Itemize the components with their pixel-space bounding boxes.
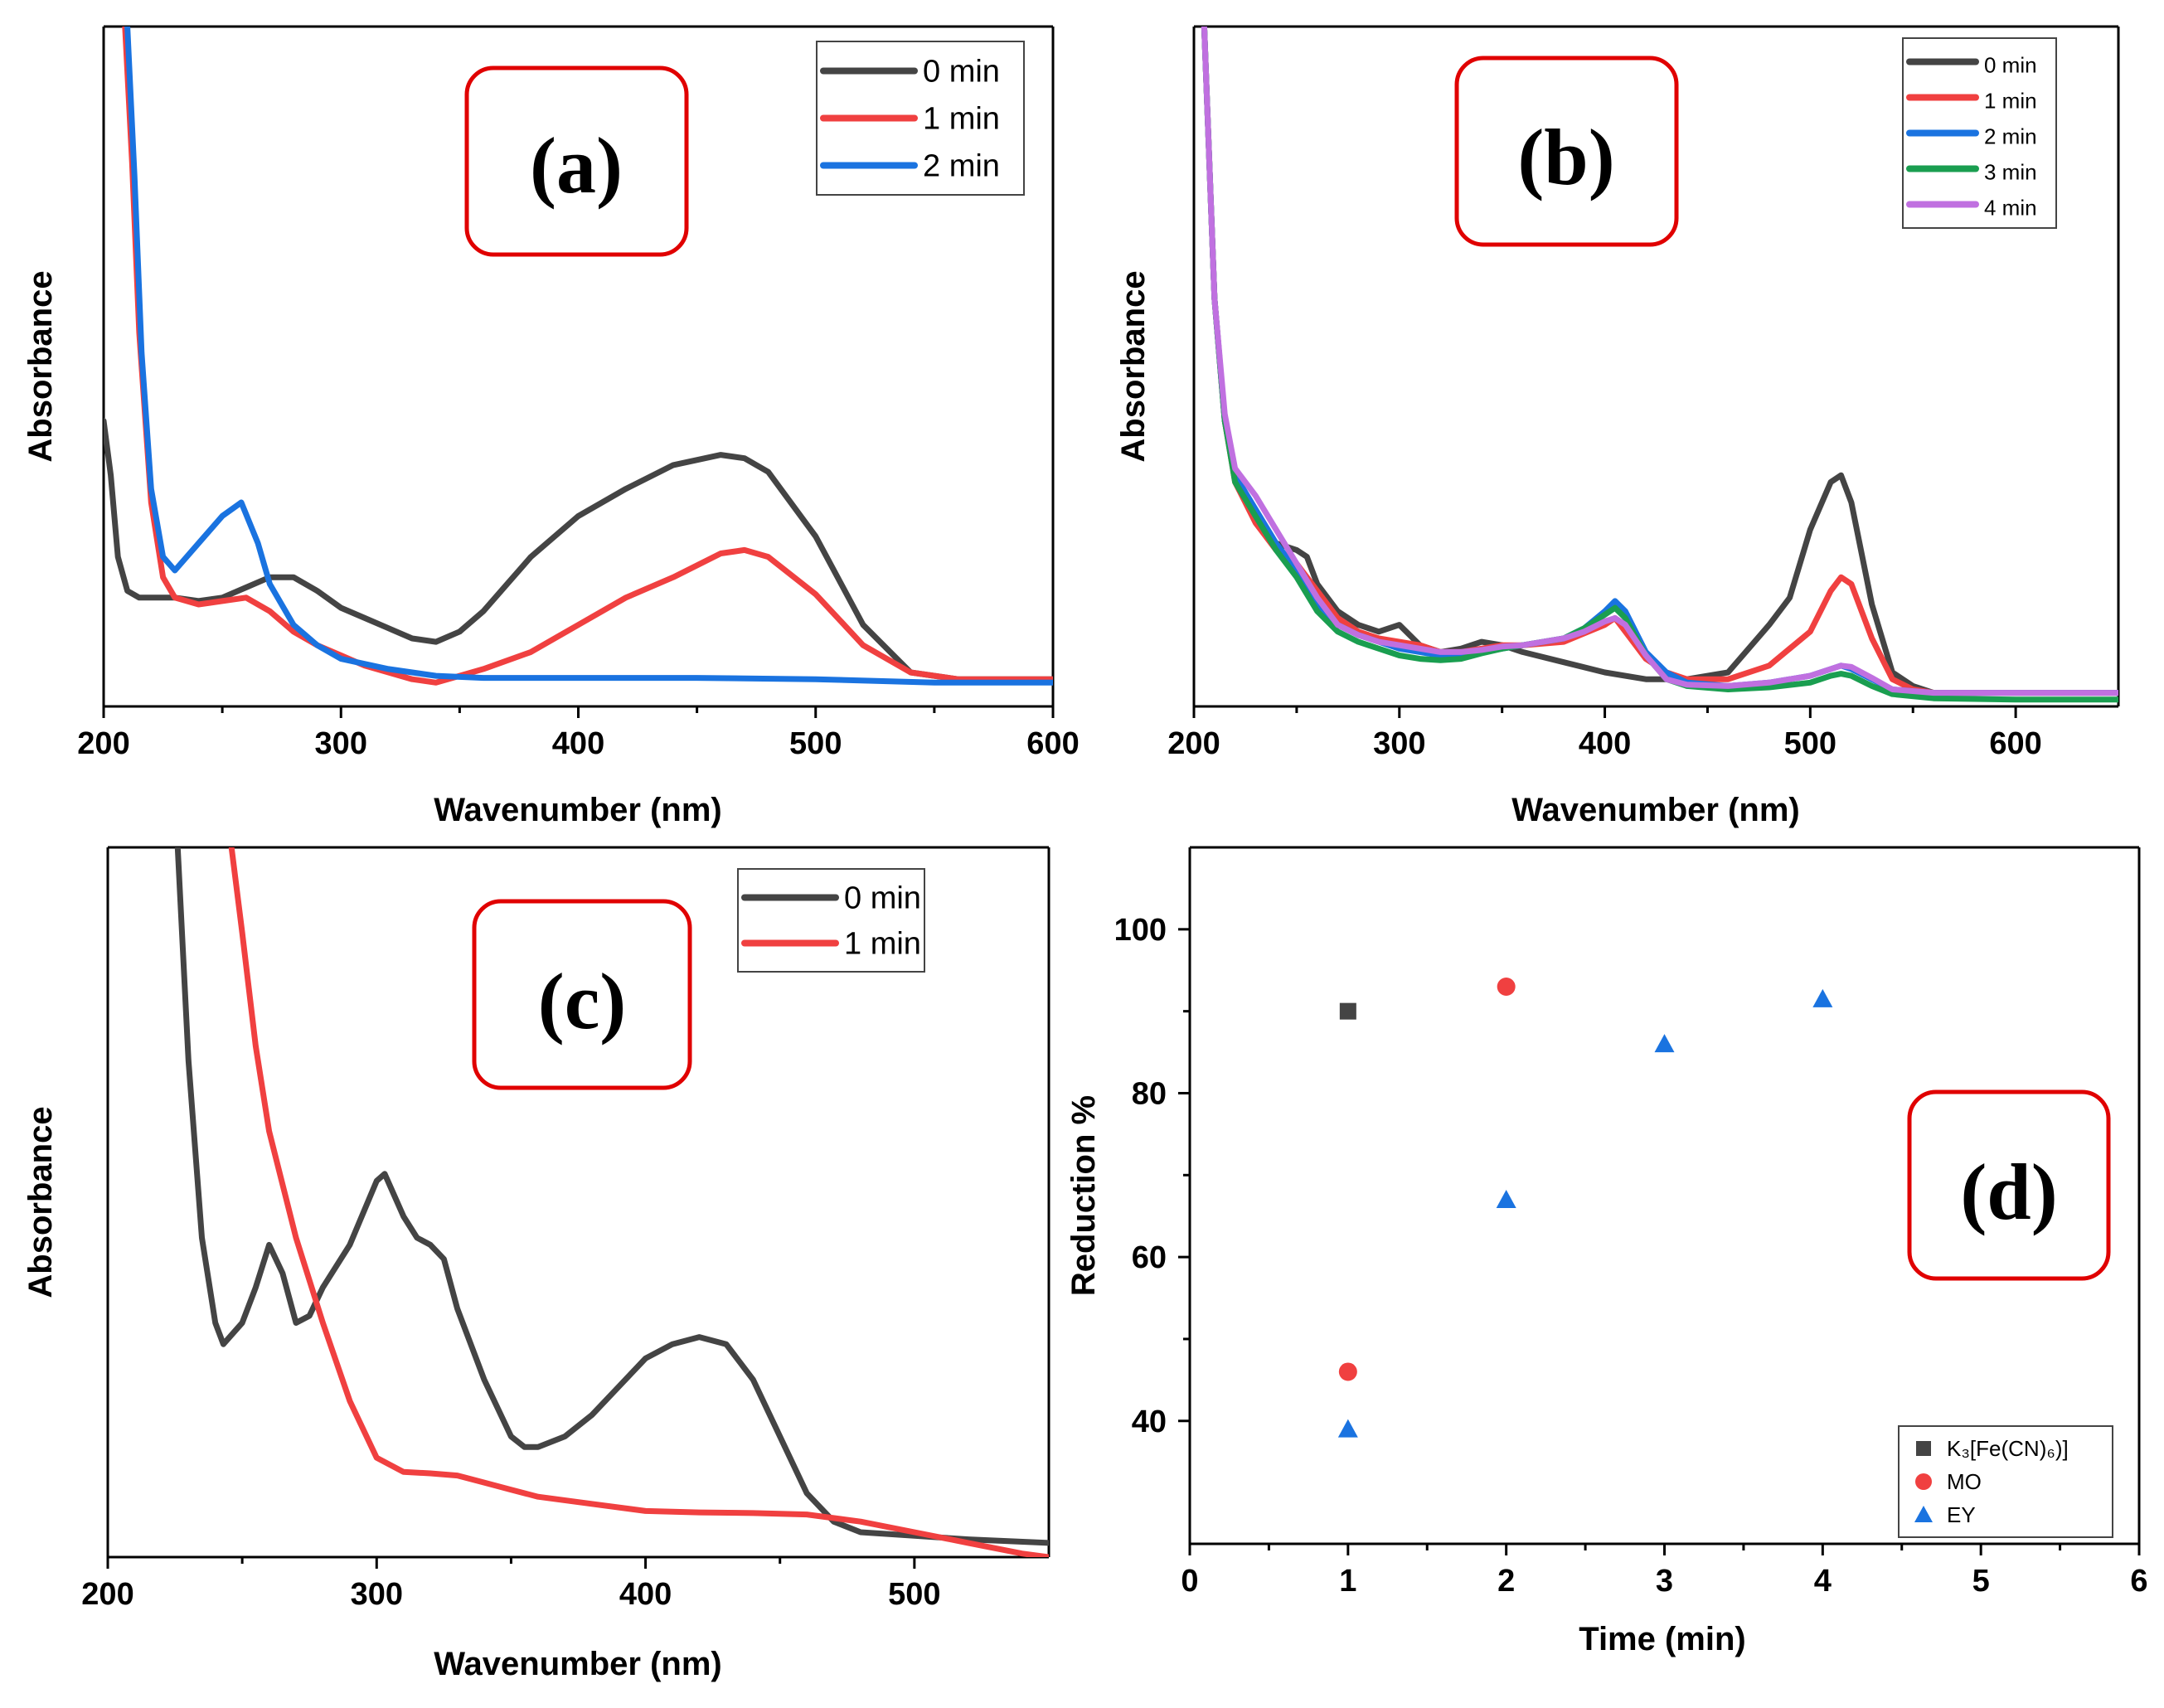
legend-label: 0 min <box>1984 53 2037 78</box>
x-tick-label: 400 <box>552 726 604 761</box>
panel-label: (c) <box>538 957 627 1046</box>
y-tick-label: 60 <box>1132 1240 1167 1275</box>
x-tick-label: 300 <box>315 726 367 761</box>
legend-label: 4 min <box>1984 196 2037 221</box>
legend-box <box>737 868 925 973</box>
x-tick-label: 2 <box>1497 1564 1515 1599</box>
x-tick-label: 200 <box>77 726 129 761</box>
legend: 0 min 1 min <box>737 868 925 973</box>
x-axis-label: Wavenumber (nm) <box>1511 792 1799 828</box>
series-line-1-min <box>122 27 1053 686</box>
data-point-triangle <box>1654 1034 1675 1053</box>
x-tick-label: 400 <box>1579 726 1631 761</box>
x-tick-label: 300 <box>351 1577 403 1612</box>
legend-label: 2 min <box>1984 124 2037 149</box>
panel-label-box <box>1454 56 1679 247</box>
legend-label: 1 min <box>1984 89 2037 114</box>
x-tick-label: 200 <box>1167 726 1220 761</box>
chart-panel-3: 200 300 400 500 Wavenumber (nm) Absorbance 0 m… <box>22 846 1050 1682</box>
legend-swatch <box>1915 1473 1932 1490</box>
x-tick-label: 1 <box>1339 1564 1356 1599</box>
x-tick-label: 0 <box>1181 1564 1198 1599</box>
legend-label: 1 min <box>844 927 921 962</box>
legend: 0 min 1 min 2 min <box>816 41 1025 196</box>
legend-label: EY <box>1947 1502 1976 1527</box>
x-tick-label: 500 <box>888 1577 940 1612</box>
x-axis-label: Wavenumber (nm) <box>434 1646 721 1682</box>
data-point-circle <box>1497 978 1516 996</box>
y-tick-label: 100 <box>1114 913 1167 948</box>
x-tick-label: 600 <box>1026 726 1079 761</box>
x-tick-label: 600 <box>1989 726 2041 761</box>
legend-label: MO <box>1947 1469 1982 1494</box>
data-point-triangle <box>1337 1419 1358 1438</box>
legend-label: 3 min <box>1984 160 2037 185</box>
series-line-4-min <box>1201 27 2118 696</box>
panel-label: (a) <box>530 121 623 210</box>
x-tick-label: 500 <box>1784 726 1836 761</box>
x-axis-label: Wavenumber (nm) <box>434 792 721 828</box>
series-line-1-min <box>228 847 1049 1557</box>
legend-swatch <box>1916 1441 1931 1456</box>
series-line-0-min <box>104 418 1053 682</box>
panel-label: (d) <box>1960 1148 2057 1236</box>
chart-panel-4: 0 1 2 3 4 5 6 40 60 80 100 Time (min) Reduction % K₃[… <box>1065 846 2148 1657</box>
legend: K₃[Fe(CN)₆)] MO EY <box>1898 1425 2113 1538</box>
data-point-triangle <box>1812 988 1833 1007</box>
panel-label-box <box>472 899 692 1090</box>
legend-label: 0 min <box>923 55 1000 90</box>
panel-label-box <box>1907 1089 2111 1281</box>
legend-label: K₃[Fe(CN)₆)] <box>1947 1436 2069 1461</box>
y-tick-label: 40 <box>1132 1405 1167 1439</box>
legend-box <box>1898 1425 2113 1538</box>
x-tick-label: 200 <box>81 1577 133 1612</box>
legend-label: 0 min <box>844 881 921 916</box>
y-axis-label: Absorbance <box>1115 270 1152 462</box>
x-tick-label: 3 <box>1656 1564 1673 1599</box>
chart-panel-2: 200 300 400 500 600 Wavenumber (nm) Absorbance… <box>1115 25 2120 828</box>
x-tick-label: 5 <box>1972 1564 1990 1599</box>
x-tick-label: 300 <box>1373 726 1425 761</box>
y-axis-label: Reduction % <box>1065 1095 1102 1296</box>
legend-label: 1 min <box>923 102 1000 137</box>
y-axis-label: Absorbance <box>22 270 59 462</box>
x-tick-label: 4 <box>1814 1564 1832 1599</box>
data-point-circle <box>1338 1362 1357 1381</box>
legend-label: 2 min <box>923 149 1000 184</box>
y-axis-label: Absorbance <box>22 1106 59 1298</box>
data-point-square <box>1339 1002 1356 1020</box>
x-tick-label: 6 <box>2130 1564 2147 1599</box>
x-tick-label: 400 <box>619 1577 672 1612</box>
data-point-triangle <box>1496 1189 1516 1208</box>
series-line-0-min <box>174 847 1049 1546</box>
panel-label: (b) <box>1517 113 1614 201</box>
chart-panel-1: 200 300 400 500 600 Wavenumber (nm) Absorbance… <box>22 25 1080 828</box>
panel-label-box <box>464 66 689 257</box>
legend: 0 min 1 min 2 min 3 min 4 min <box>1902 37 2057 229</box>
y-tick-label: 80 <box>1132 1076 1167 1111</box>
x-tick-label: 500 <box>789 726 842 761</box>
series-line-2-min <box>124 27 1053 686</box>
x-axis-label: Time (min) <box>1579 1621 1746 1657</box>
legend-swatch <box>1914 1506 1933 1522</box>
